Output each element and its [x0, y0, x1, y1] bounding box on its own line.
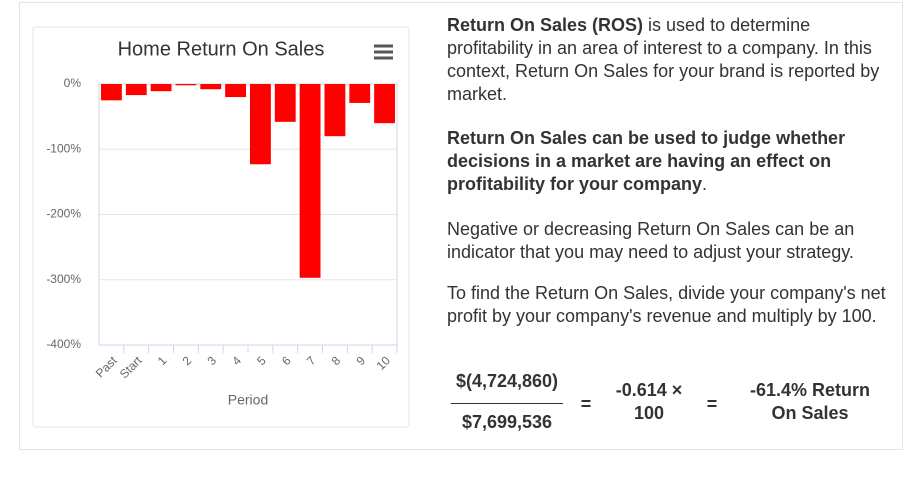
y-tick-label: -300%	[46, 272, 81, 286]
bar	[175, 84, 197, 86]
bar	[374, 84, 396, 124]
bar	[274, 84, 296, 122]
fraction-line	[451, 403, 563, 404]
bar	[150, 84, 172, 92]
bar	[100, 84, 122, 101]
chart-title: Home Return On Sales	[118, 38, 325, 60]
bold-text: Return On Sales (ROS)	[447, 15, 644, 35]
bar	[299, 84, 321, 278]
text: .	[702, 174, 708, 194]
paragraph: To find the Return On Sales, divide your…	[447, 282, 893, 328]
bar	[225, 84, 247, 98]
bar	[249, 84, 271, 165]
formula-product: -0.614 × 100	[615, 380, 683, 423]
paragraph: Negative or decreasing Return On Sales c…	[447, 218, 893, 264]
paragraph: Return On Sales (ROS) is used to determi…	[447, 14, 893, 106]
formula-denominator: $7,699,536	[461, 412, 553, 432]
text: is used to determine profitability in an…	[447, 15, 880, 104]
y-tick-label: -100%	[46, 141, 81, 155]
bar	[125, 84, 147, 96]
equals-sign: =	[580, 394, 592, 414]
bar	[349, 84, 371, 103]
bold-text: Return On Sales can be used to judge whe…	[447, 128, 846, 194]
bar	[324, 84, 346, 137]
y-tick-label: -200%	[46, 207, 81, 221]
bar	[200, 84, 222, 90]
equals-sign: =	[706, 394, 718, 414]
formula-numerator: $(4,724,860)	[455, 371, 559, 391]
formula-result: -61.4% Return On Sales	[749, 380, 871, 423]
text: To find the Return On Sales, divide your…	[447, 283, 886, 326]
text: Negative or decreasing Return On Sales c…	[447, 219, 855, 262]
menu-button[interactable]	[370, 40, 398, 64]
x-axis-title: Period	[228, 392, 268, 408]
y-tick-label: 0%	[64, 76, 82, 90]
panel-frame	[19, 2, 903, 450]
y-tick-label: -400%	[46, 337, 81, 351]
paragraph: Return On Sales can be used to judge whe…	[447, 127, 893, 196]
